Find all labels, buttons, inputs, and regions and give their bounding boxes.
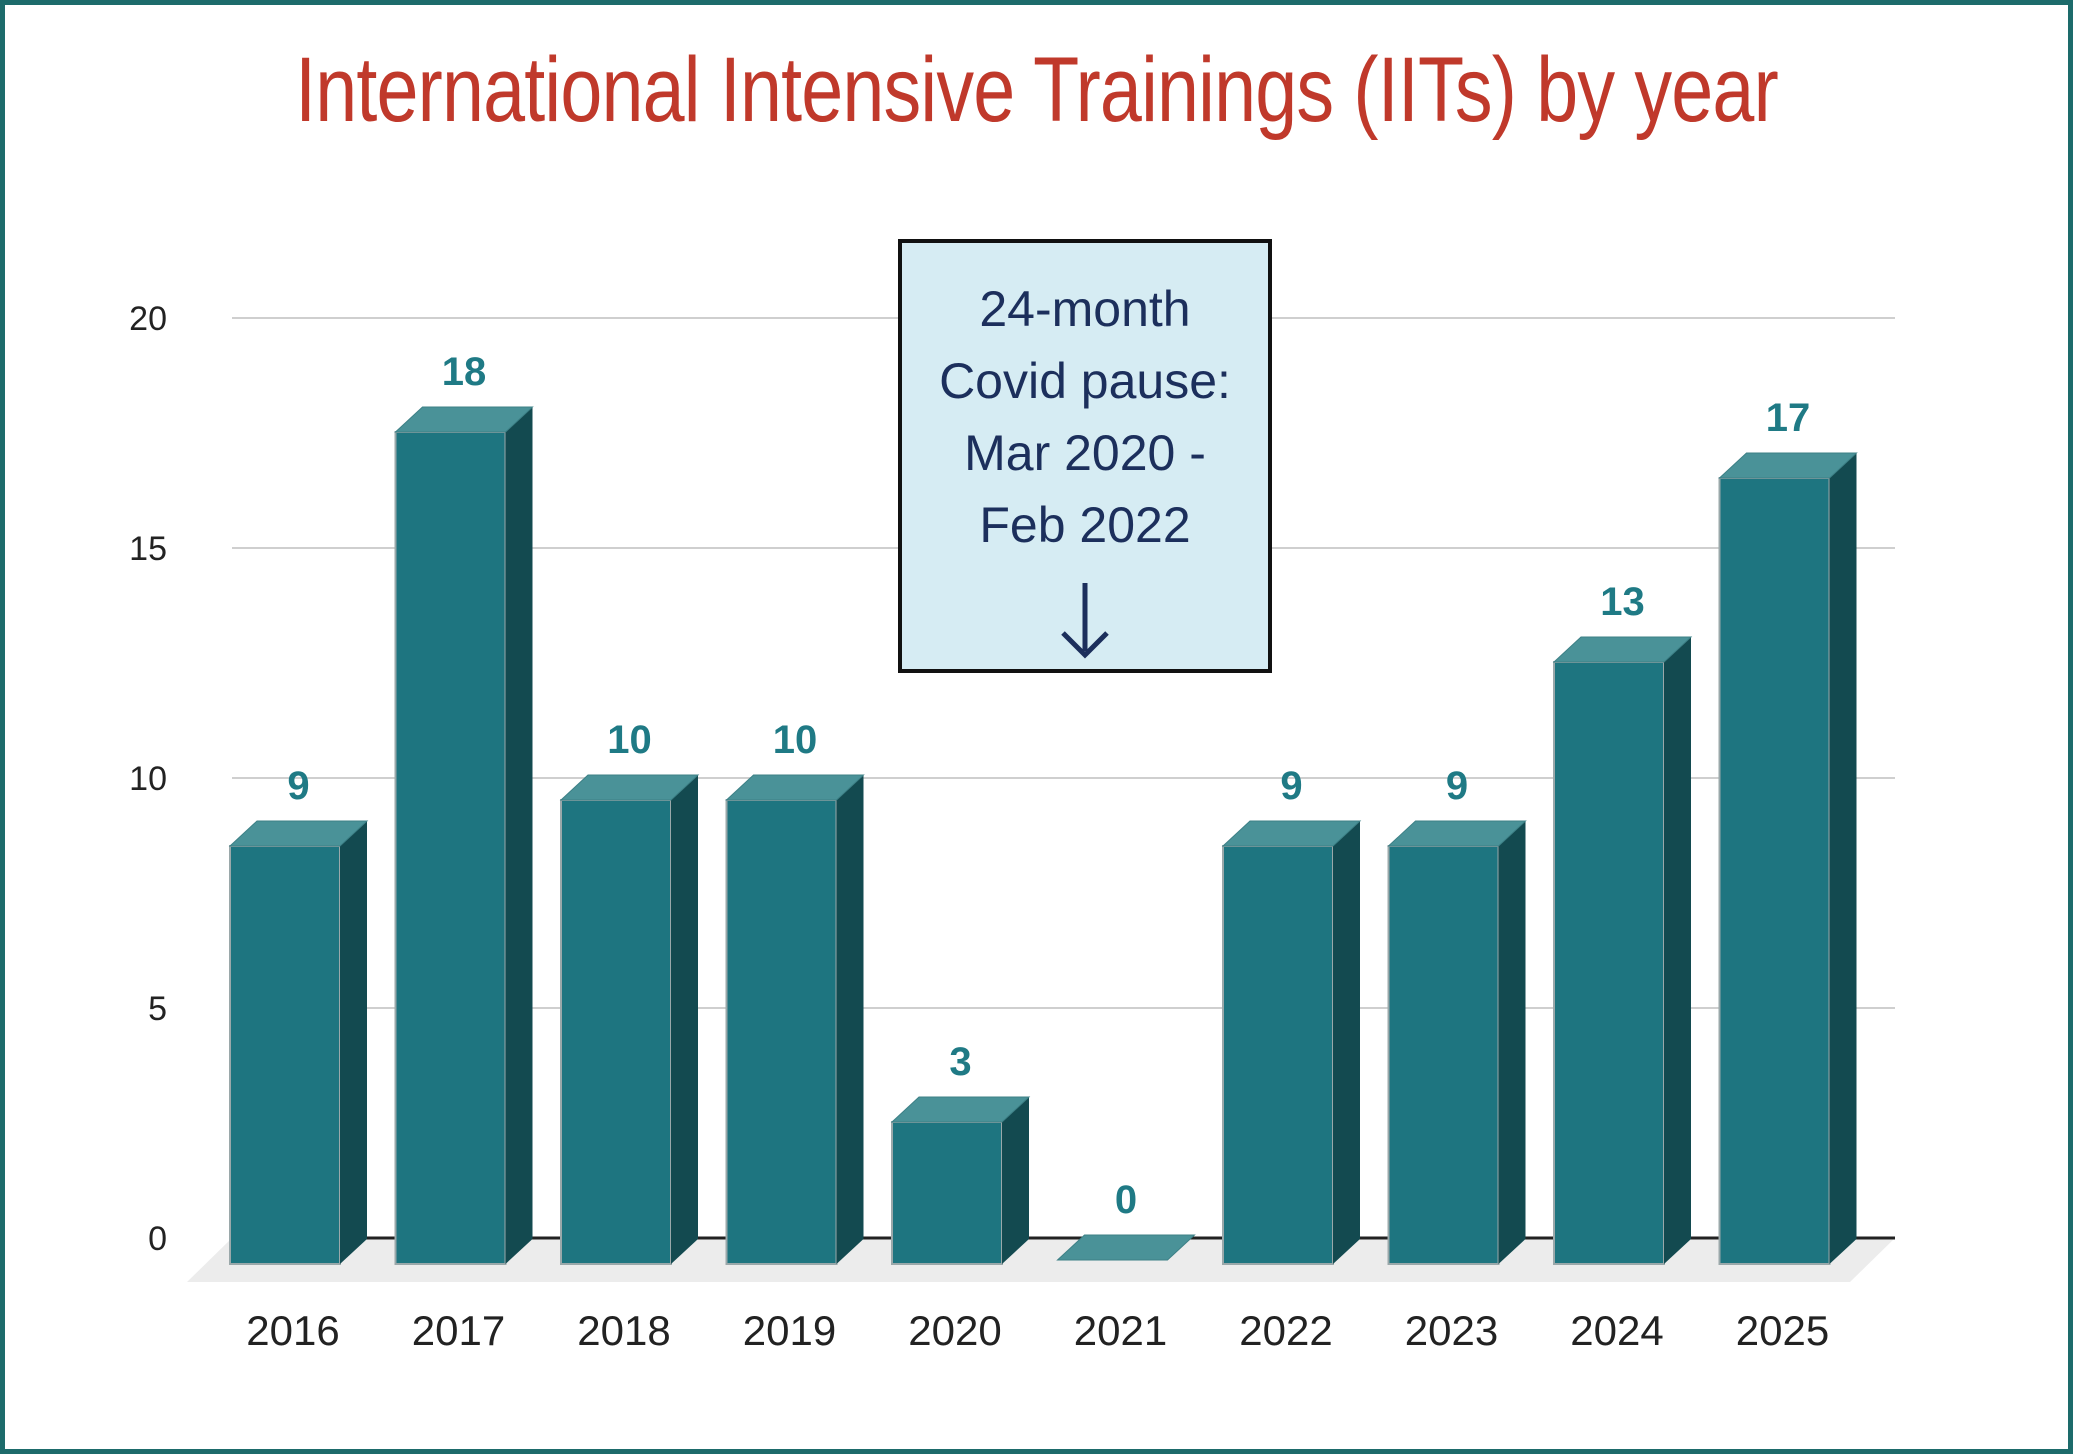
x-category-label: 2021 [1074, 1307, 1167, 1354]
x-category-label: 2023 [1405, 1307, 1498, 1354]
x-category-label: 2025 [1736, 1307, 1829, 1354]
y-tick-label: 10 [129, 760, 167, 798]
x-category-label: 2020 [908, 1307, 1001, 1354]
bar [890, 1096, 1031, 1265]
bar-front [725, 799, 838, 1265]
data-label: 9 [287, 764, 309, 808]
chart-title: International Intensive Trainings (IITs)… [295, 39, 1779, 141]
data-labels: 9 18 10 10 3 0 9 9 13 17 [287, 350, 1810, 1222]
bar [1056, 1234, 1196, 1261]
bar-top [228, 820, 369, 847]
bar [1221, 820, 1362, 1265]
data-label: 13 [1600, 580, 1645, 624]
bar-front [1718, 477, 1831, 1265]
bar-side [1498, 821, 1526, 1264]
y-tick-label: 5 [148, 990, 167, 1028]
data-label: 9 [1446, 764, 1468, 808]
bar-side [1664, 637, 1691, 1264]
bar [1387, 820, 1527, 1265]
bar-front [1387, 845, 1500, 1265]
bar [1552, 636, 1693, 1265]
bar-top [1221, 820, 1362, 847]
data-label: 17 [1766, 396, 1811, 440]
x-category-label: 2018 [577, 1307, 670, 1354]
bar-side [1829, 453, 1857, 1264]
bar [725, 774, 865, 1265]
x-category-label: 2022 [1239, 1307, 1332, 1354]
down-arrow-icon [1061, 583, 1109, 659]
y-tick-label: 20 [129, 300, 167, 338]
bar-side [836, 775, 864, 1264]
y-axis-ticks: 0 5 10 15 20 [129, 300, 167, 1258]
bar-front [394, 431, 507, 1265]
bar-side [1002, 1097, 1029, 1264]
bar-front [1553, 661, 1665, 1265]
bar-front [560, 799, 672, 1265]
bar-front [1222, 845, 1334, 1265]
bar-front [891, 1121, 1003, 1265]
bar-side [1333, 821, 1360, 1264]
data-label: 0 [1115, 1178, 1137, 1222]
x-category-label: 2019 [743, 1307, 836, 1354]
covid-pause-annotation: 24-month Covid pause: Mar 2020 - Feb 202… [898, 239, 1272, 673]
bar-top [1056, 1234, 1196, 1261]
bar-top [394, 406, 534, 433]
bar-side [671, 775, 698, 1264]
bar-top [1387, 820, 1527, 847]
bars [228, 406, 1858, 1265]
x-category-label: 2017 [412, 1307, 505, 1354]
bar-side [505, 407, 533, 1264]
y-tick-label: 15 [129, 530, 167, 568]
bar [394, 406, 534, 1265]
bar-top [559, 774, 700, 801]
bar-top [890, 1096, 1031, 1123]
bar [559, 774, 700, 1265]
bar-top [1718, 452, 1858, 479]
data-label: 10 [773, 718, 818, 762]
annotation-text: 24-month Covid pause: Mar 2020 - Feb 202… [939, 281, 1231, 553]
bar [228, 820, 369, 1265]
data-label: 18 [442, 350, 487, 394]
y-tick-label: 0 [148, 1220, 167, 1258]
bar-top [725, 774, 865, 801]
x-category-label: 2024 [1570, 1307, 1663, 1354]
data-label: 3 [949, 1040, 971, 1084]
data-label: 10 [607, 718, 652, 762]
x-axis-categories: 2016 2017 2018 2019 2020 2021 2022 2023 2024 2025 [246, 1307, 1829, 1354]
bar-front [229, 845, 341, 1265]
bar [1718, 452, 1858, 1265]
x-category-label: 2016 [246, 1307, 339, 1354]
bar-top [1552, 636, 1693, 663]
data-label: 9 [1280, 764, 1302, 808]
bar-side [340, 821, 367, 1264]
